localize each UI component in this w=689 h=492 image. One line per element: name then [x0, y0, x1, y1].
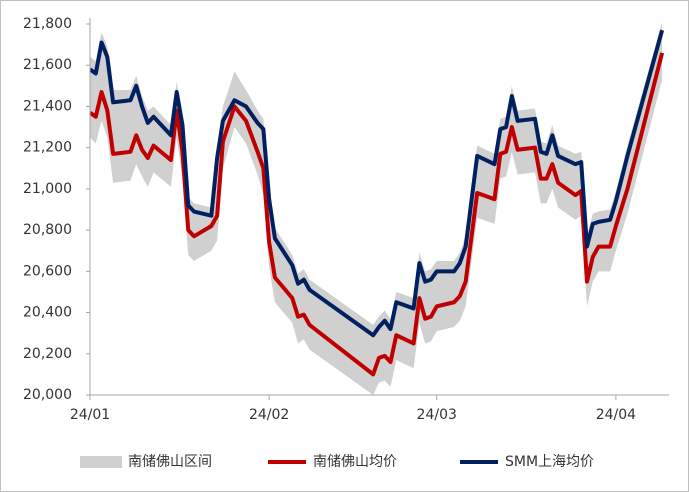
plot-area — [90, 21, 665, 395]
y-tick-label: 21,200 — [23, 140, 72, 156]
series-line — [90, 52, 665, 377]
y-tick-label: 21,600 — [23, 57, 72, 73]
y-tick-label: 20,400 — [23, 305, 72, 321]
legend-label: 南储佛山均价 — [313, 454, 397, 470]
x-tick-label: 24/02 — [249, 407, 289, 423]
x-tick-label: 24/04 — [596, 407, 636, 423]
y-tick-label: 20,200 — [23, 346, 72, 362]
legend-swatch — [80, 456, 122, 468]
y-tick-label: 21,000 — [23, 181, 72, 197]
y-tick-label: 20,800 — [23, 222, 72, 238]
legend-label: 南储佛山区间 — [128, 454, 212, 470]
y-tick-label: 20,000 — [23, 387, 72, 403]
series-line — [90, 29, 665, 338]
x-tick-label: 24/03 — [417, 407, 457, 423]
y-tick-label: 20,600 — [23, 263, 72, 279]
y-tick-label: 21,400 — [23, 98, 72, 114]
x-tick-label: 24/01 — [70, 407, 110, 423]
legend-label: SMM上海均价 — [505, 454, 594, 470]
y-tick-label: 21,800 — [23, 16, 72, 32]
